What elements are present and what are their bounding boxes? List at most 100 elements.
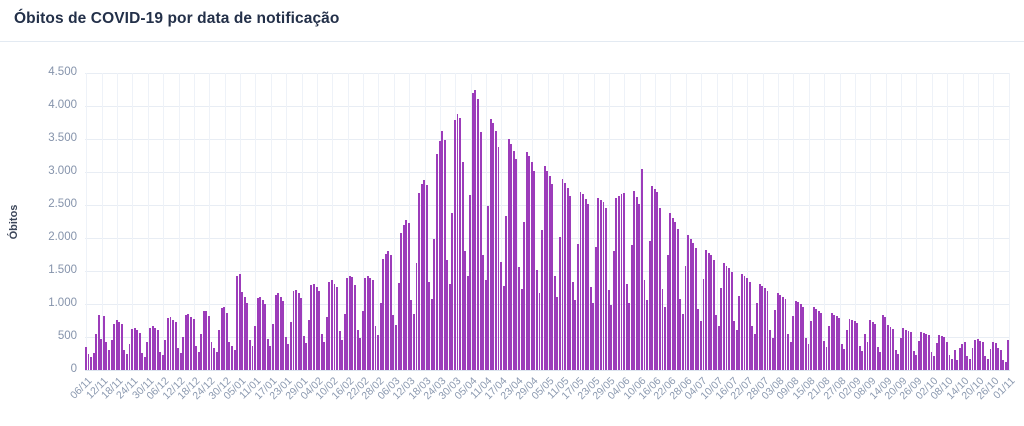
bar[interactable] <box>225 313 228 370</box>
bar[interactable] <box>246 303 249 370</box>
bar[interactable] <box>190 316 192 370</box>
bar[interactable] <box>305 342 308 370</box>
bar[interactable] <box>405 219 408 370</box>
bar[interactable] <box>945 341 948 370</box>
bar[interactable] <box>477 99 479 370</box>
bar[interactable] <box>95 333 98 370</box>
bar[interactable] <box>100 338 103 370</box>
bar[interactable] <box>756 303 759 370</box>
bar[interactable] <box>651 185 654 370</box>
bar[interactable] <box>1004 362 1007 370</box>
bar[interactable] <box>333 283 336 370</box>
bar[interactable] <box>177 348 180 370</box>
bar[interactable] <box>605 207 608 370</box>
bar[interactable] <box>771 338 774 370</box>
bar[interactable] <box>374 326 377 370</box>
bar[interactable] <box>986 358 989 370</box>
bar[interactable] <box>443 140 446 370</box>
bar[interactable] <box>899 338 902 370</box>
bar[interactable] <box>974 340 977 370</box>
bar[interactable] <box>456 113 459 370</box>
bar[interactable] <box>210 342 213 370</box>
bar[interactable] <box>556 297 559 370</box>
bar[interactable] <box>853 321 856 370</box>
bar[interactable] <box>940 335 943 370</box>
bar[interactable] <box>423 179 426 370</box>
bar[interactable] <box>712 260 715 370</box>
bar[interactable] <box>705 249 707 370</box>
bar[interactable] <box>694 247 697 370</box>
bar[interactable] <box>917 340 920 370</box>
bar[interactable] <box>846 329 848 370</box>
bar[interactable] <box>897 353 900 370</box>
bar[interactable] <box>602 202 605 370</box>
bar[interactable] <box>248 339 251 370</box>
bar[interactable] <box>169 317 172 370</box>
bar[interactable] <box>617 195 620 370</box>
bar[interactable] <box>400 232 403 370</box>
bar[interactable] <box>379 302 382 370</box>
bar[interactable] <box>223 307 226 370</box>
bar[interactable] <box>128 344 131 370</box>
bar[interactable] <box>220 307 223 370</box>
bar[interactable] <box>166 317 169 370</box>
bar[interactable] <box>133 327 136 370</box>
bar[interactable] <box>733 320 736 370</box>
bar[interactable] <box>474 89 477 370</box>
bar[interactable] <box>489 119 492 370</box>
bar[interactable] <box>887 325 889 370</box>
bar[interactable] <box>441 131 444 370</box>
bar[interactable] <box>802 306 805 370</box>
bar[interactable] <box>943 337 946 370</box>
bar[interactable] <box>633 191 636 370</box>
bar[interactable] <box>453 119 456 370</box>
bar[interactable] <box>661 288 664 370</box>
bar[interactable] <box>387 251 390 370</box>
bar[interactable] <box>241 292 244 370</box>
bar[interactable] <box>689 239 692 370</box>
bar[interactable] <box>377 335 379 370</box>
bar[interactable] <box>500 261 502 370</box>
bar[interactable] <box>507 139 510 370</box>
bar[interactable] <box>425 184 428 370</box>
bar[interactable] <box>161 355 164 370</box>
bar[interactable] <box>666 254 669 370</box>
bar[interactable] <box>871 322 874 370</box>
bar[interactable] <box>758 284 761 370</box>
bar[interactable] <box>682 313 684 370</box>
bar[interactable] <box>528 155 531 370</box>
bar[interactable] <box>384 253 387 370</box>
bar[interactable] <box>215 351 218 370</box>
bar[interactable] <box>330 280 333 370</box>
bar[interactable] <box>630 244 633 370</box>
bar[interactable] <box>90 356 93 370</box>
bar[interactable] <box>743 276 746 370</box>
bar[interactable] <box>776 292 779 370</box>
bar[interactable] <box>200 334 203 370</box>
bar[interactable] <box>948 355 951 370</box>
bar[interactable] <box>410 300 413 370</box>
bar[interactable] <box>369 278 372 370</box>
bar[interactable] <box>492 123 495 370</box>
bar[interactable] <box>600 200 602 370</box>
bar[interactable] <box>679 299 682 370</box>
bar[interactable] <box>925 333 928 370</box>
bar[interactable] <box>904 329 907 370</box>
bar[interactable] <box>956 360 959 370</box>
bar[interactable] <box>515 158 518 370</box>
bar[interactable] <box>751 325 754 370</box>
bar[interactable] <box>730 272 733 370</box>
bar[interactable] <box>907 331 910 370</box>
bar[interactable] <box>174 322 177 370</box>
bar[interactable] <box>820 312 823 370</box>
bar[interactable] <box>236 275 239 370</box>
bar[interactable] <box>184 314 187 370</box>
bar[interactable] <box>469 195 472 370</box>
bar[interactable] <box>620 193 623 370</box>
bar[interactable] <box>876 346 879 370</box>
bar[interactable] <box>861 350 864 370</box>
bar[interactable] <box>912 350 915 370</box>
bar[interactable] <box>625 283 628 370</box>
bar[interactable] <box>392 314 395 370</box>
bar[interactable] <box>397 282 400 370</box>
